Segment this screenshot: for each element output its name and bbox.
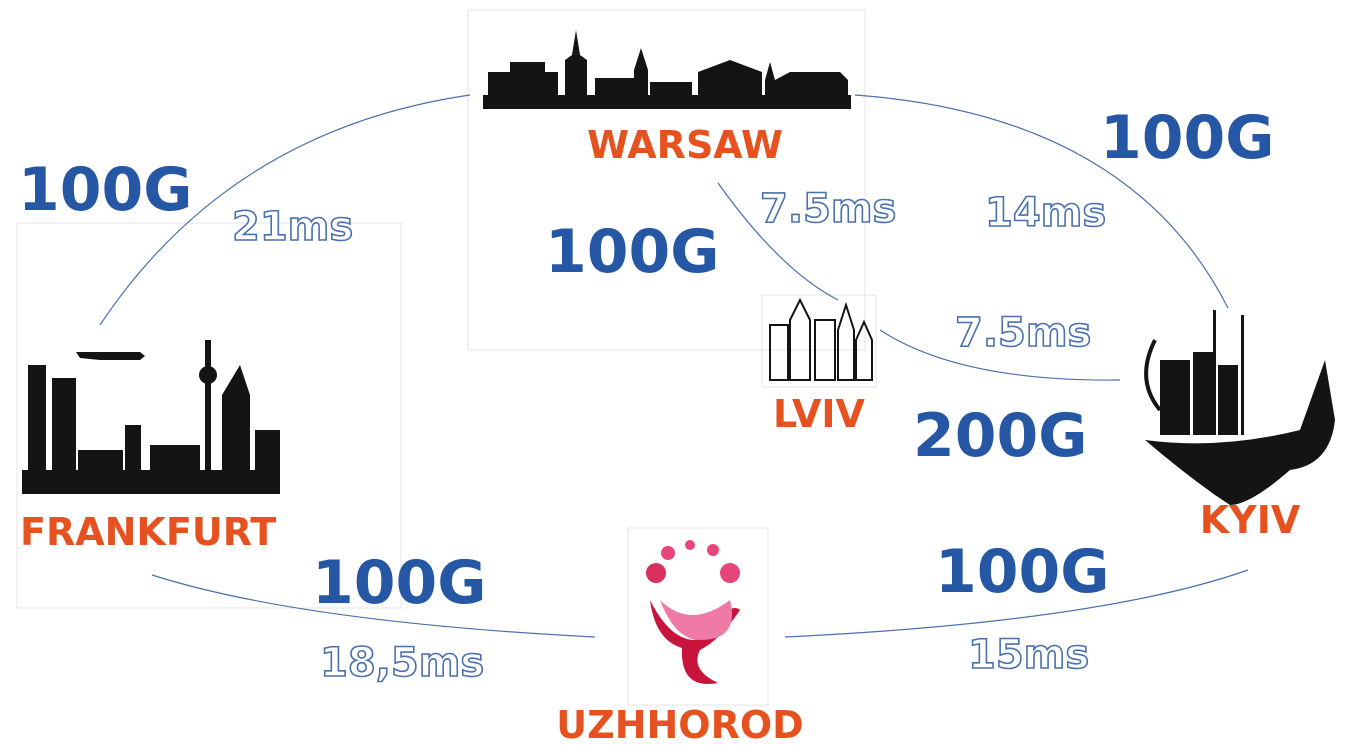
kyiv-monument	[1145, 310, 1335, 505]
bandwidth-label: 100G	[1100, 103, 1275, 173]
city-label: KYIV	[1200, 498, 1301, 542]
city-label: FRANKFURT	[20, 510, 276, 554]
city-label: WARSAW	[587, 123, 783, 167]
uzhhorod-logo	[646, 540, 740, 684]
latency-label: 18,5ms	[320, 640, 484, 686]
lviv-frame	[762, 295, 876, 387]
bandwidth-label: 100G	[18, 155, 193, 225]
bandwidth-label: 100G	[312, 548, 487, 618]
bandwidth-label: 200G	[913, 401, 1088, 471]
latency-label: 21ms	[232, 204, 353, 250]
city-label: UZHHOROD	[556, 703, 803, 745]
latency-label: 7.5ms	[760, 186, 896, 232]
frankfurt-skyline	[22, 340, 280, 494]
bandwidth-label: 100G	[545, 217, 720, 287]
bandwidth-label: 100G	[935, 537, 1110, 607]
warsaw-frame	[468, 10, 865, 350]
city-label: LVIV	[773, 392, 866, 436]
latency-label: 14ms	[985, 190, 1106, 236]
latency-label: 15ms	[968, 632, 1089, 678]
network-map: 100G 21ms 100G 14ms 100G 7.5ms 200G 7.5m…	[0, 0, 1355, 745]
latency-label: 7.5ms	[955, 310, 1091, 356]
warsaw-skyline	[483, 30, 851, 109]
lviv-skyline	[770, 300, 872, 380]
